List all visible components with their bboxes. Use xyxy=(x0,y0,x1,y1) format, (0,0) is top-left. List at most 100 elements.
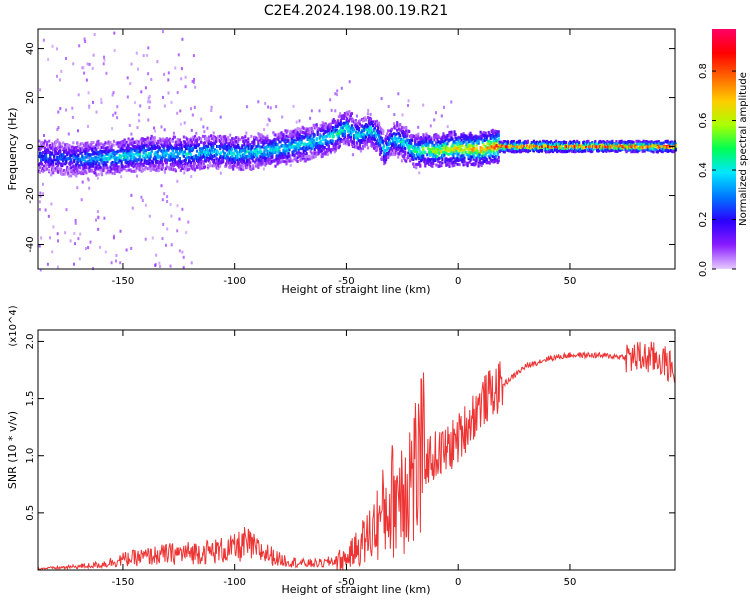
spectrogram-cell xyxy=(56,140,59,143)
spectrogram-cell xyxy=(342,141,345,145)
spectrogram-cell xyxy=(106,142,109,146)
spectrogram-speckle xyxy=(115,254,118,257)
spectrogram-cell xyxy=(265,157,268,161)
spectrogram-speckle xyxy=(191,79,194,83)
spectrogram-cell xyxy=(78,164,81,168)
spectrogram-speckle xyxy=(417,125,420,129)
spectrogram-cell xyxy=(366,112,370,116)
spectrogram-cell xyxy=(368,138,372,142)
spectrogram-cell xyxy=(144,149,147,153)
spectrogram-cell xyxy=(485,138,488,141)
spectrogram-speckle xyxy=(137,67,139,71)
spectrogram-speckle xyxy=(193,80,195,84)
spectrogram-speckle xyxy=(170,100,173,104)
spectrogram-speckle xyxy=(82,66,85,70)
spectrogram-cell xyxy=(395,132,398,136)
spectrogram-cell xyxy=(219,147,222,151)
spectrogram-cell xyxy=(223,146,226,150)
spectrogram-cell xyxy=(61,170,64,174)
spectrogram-cell xyxy=(392,139,395,143)
spectrogram-cell xyxy=(67,168,70,172)
spectrogram-cell xyxy=(424,164,427,168)
spectrogram-cell xyxy=(414,140,417,144)
spectrogram-cell xyxy=(334,144,337,148)
spectrogram-cell xyxy=(509,146,512,150)
spectrogram-cell xyxy=(186,152,190,156)
spectrogram-cell xyxy=(384,152,387,156)
spectrogram-cell xyxy=(58,161,61,165)
spectrogram-cell xyxy=(75,146,78,149)
spectrogram-speckle xyxy=(163,72,166,76)
spectrogram-cell xyxy=(496,161,499,165)
spectrogram-cell xyxy=(495,130,498,133)
spectrogram-cell xyxy=(374,124,378,128)
spectrogram-cell xyxy=(146,144,149,148)
spectrogram-cell xyxy=(281,156,284,160)
spectrogram-speckle xyxy=(179,122,182,126)
spectrogram-cell xyxy=(471,137,474,141)
spectrogram-speckle xyxy=(201,141,204,144)
spectrogram-cell xyxy=(95,143,98,147)
spectrogram-cell xyxy=(542,142,546,146)
spectrogram-cell xyxy=(45,154,48,158)
spectrogram-cell xyxy=(396,124,399,128)
spectrogram-cell xyxy=(164,158,167,162)
spectrogram-cell xyxy=(473,155,476,159)
spectrogram-cell xyxy=(152,166,155,170)
spectrogram-cell xyxy=(493,129,496,133)
spectrogram-cell xyxy=(546,147,550,151)
spectrogram-speckle xyxy=(181,37,184,41)
spectrogram-cell xyxy=(456,162,459,166)
spectrogram-cell xyxy=(153,136,156,140)
spectrogram-cell xyxy=(430,150,433,154)
spectrogram-speckle xyxy=(159,265,162,268)
spectrogram-cell xyxy=(39,170,42,174)
spectrogram-cell xyxy=(104,141,107,145)
spectrogram-cell xyxy=(291,159,294,163)
spectrogram-cell xyxy=(379,152,382,156)
spectrogram-cell xyxy=(303,153,306,157)
spectrogram-cell xyxy=(430,138,433,142)
spectrogram-cell xyxy=(51,151,54,155)
spectrogram-speckle xyxy=(57,126,60,130)
spectrogram-cell xyxy=(176,138,179,142)
spectrogram-cell xyxy=(208,137,211,141)
spectrogram-cell xyxy=(187,163,191,167)
spectrogram-cell xyxy=(363,116,367,120)
spectrogram-cell xyxy=(469,157,472,161)
spectrogram-cell xyxy=(485,136,488,140)
spectrogram-cell xyxy=(471,149,474,153)
spectrogram-cell xyxy=(331,132,334,136)
spectrogram-cell xyxy=(393,151,396,155)
spectrogram-speckle xyxy=(183,121,186,125)
spectrogram-speckle xyxy=(310,109,313,113)
spectrogram-cell xyxy=(388,138,391,142)
spectrogram-cell xyxy=(381,137,384,141)
spectrogram-cell xyxy=(284,150,287,154)
spectrogram-cell xyxy=(594,140,597,144)
spectrogram-cell xyxy=(350,124,353,128)
spectrogram-cell xyxy=(200,147,204,151)
spectrogram-cell xyxy=(321,135,324,139)
spectrogram-cell xyxy=(151,162,154,166)
spectrogram-cell xyxy=(149,155,152,159)
spectrogram-cell xyxy=(421,138,424,142)
spectrogram-cell xyxy=(503,150,506,154)
spectrogram-cell xyxy=(251,157,254,161)
spectrogram-cell xyxy=(316,128,319,132)
spectrogram-cell xyxy=(117,149,120,153)
spectrogram-cell xyxy=(335,140,338,144)
spectrogram-cell xyxy=(484,131,487,135)
spectrogram-speckle xyxy=(202,125,205,129)
spectrogram-cell xyxy=(70,153,73,157)
spectrogram-speckle xyxy=(185,231,188,235)
spectrogram-cell xyxy=(157,148,160,152)
spectrogram-cell xyxy=(113,154,116,157)
spectrogram-cell xyxy=(104,161,107,165)
spectrogram-cell xyxy=(283,137,286,140)
spectrogram-cell xyxy=(211,148,214,152)
spectrogram-cell xyxy=(489,150,492,154)
spectrogram-speckle xyxy=(176,179,179,183)
spectrogram-cell xyxy=(478,156,481,160)
spectrogram-cell xyxy=(396,128,399,132)
